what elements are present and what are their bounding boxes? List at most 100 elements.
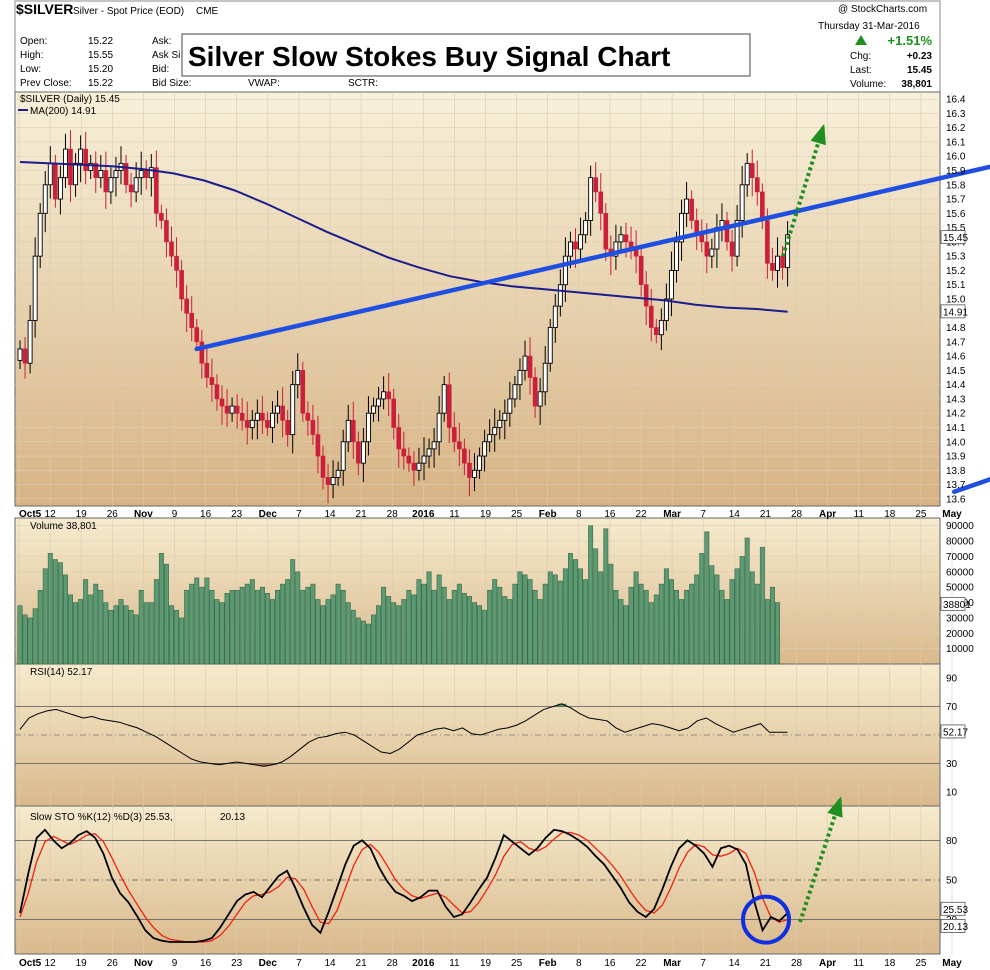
volume-bar	[679, 599, 684, 665]
candle-body-up	[27, 319, 33, 364]
volume-bar	[653, 594, 659, 665]
volume-bar	[229, 589, 235, 665]
candle-body-up	[658, 319, 664, 336]
price-x-tick-label: May	[942, 509, 962, 520]
volume-bar	[275, 589, 281, 665]
price-x-tick-label: 26	[107, 509, 119, 520]
stoch-x-tick-label: 7	[700, 958, 706, 969]
candle-body-down	[315, 434, 321, 457]
volume-bar	[22, 614, 28, 665]
candle-body-down	[199, 341, 205, 364]
price-y-tick-label: 15.9	[946, 166, 966, 177]
prevclose-value: 15.22	[88, 78, 113, 89]
candle-body-down	[603, 213, 609, 250]
candle-body-down	[386, 391, 391, 400]
candle-body-down	[754, 177, 760, 193]
volume-bar	[542, 583, 548, 665]
volume-bar	[507, 599, 513, 665]
volume-bar	[224, 593, 230, 665]
candle-body-down	[350, 420, 356, 443]
watermark: @ StockCharts.com	[838, 4, 927, 15]
price-ma-tag: 14.91	[943, 307, 968, 318]
volume-bar	[603, 528, 609, 665]
stoch-x-tick-label: 25	[915, 958, 927, 969]
volume-bar	[239, 586, 245, 665]
price-y-tick-label: 16.2	[946, 123, 966, 134]
volume-bar	[517, 571, 523, 665]
grid-layer	[15, 92, 953, 954]
volume-bar	[578, 568, 583, 665]
price-y-tick-label: 13.6	[946, 494, 966, 505]
price-y-tick-label: 13.9	[946, 452, 966, 463]
candle-body-up	[522, 355, 528, 371]
candle-body-up	[98, 170, 104, 179]
candle-body-down	[154, 167, 159, 214]
price-y-tick-label: 16.1	[946, 137, 966, 148]
volume-bar	[573, 559, 578, 665]
candle-body-down	[638, 255, 644, 286]
volume-bar	[436, 574, 442, 665]
rsi-overbought-fill	[557, 703, 567, 707]
candle-body-down	[219, 398, 225, 407]
volume-y-tick-label: 80000	[946, 537, 974, 548]
pct-change: +1.51%	[888, 33, 933, 48]
price-y-tick-label: 14.7	[946, 337, 966, 348]
volume-bar	[451, 589, 457, 665]
ask-label: Ask:	[152, 36, 171, 47]
candle-body-down	[724, 220, 730, 243]
candle-body-down	[396, 427, 402, 450]
volume-bar	[350, 609, 356, 665]
rsi-y-tick-label: 70	[946, 702, 958, 713]
price-x-tick-label: 12	[45, 509, 57, 520]
volume-bar	[416, 579, 422, 665]
price-y-tick-label: 14.5	[946, 366, 966, 377]
bidsize-label: Bid Size:	[152, 78, 191, 89]
stoch-x-tick-label: 21	[760, 958, 772, 969]
volume-bar	[663, 568, 669, 665]
volume-bar	[249, 579, 255, 665]
volume-bar	[764, 599, 770, 665]
candle-body-down	[411, 462, 417, 471]
volume-bar	[123, 605, 129, 665]
volume-bar	[568, 553, 573, 665]
stoch-legend-d: 20.13	[220, 812, 245, 823]
header-date: Thursday 31-Mar-2016	[818, 21, 920, 32]
volume-bar	[78, 599, 84, 665]
volume-bar	[27, 617, 33, 665]
candle-body-down	[209, 377, 215, 385]
candle-body-down	[749, 163, 755, 178]
prevclose-label: Prev Close:	[20, 78, 72, 89]
candle-body-down	[462, 448, 467, 464]
volume-bar	[300, 589, 306, 665]
candle-body-down	[285, 420, 290, 435]
volume-bar	[552, 574, 558, 665]
up-triangle-icon	[855, 35, 867, 45]
volume-bar	[244, 583, 250, 665]
upper-trend-line	[194, 164, 990, 352]
rsi-y-tick-label: 90	[946, 674, 958, 685]
stoch-x-tick-label: 16	[604, 958, 616, 969]
volume-bar	[219, 602, 225, 665]
candle-body-up	[568, 241, 573, 257]
rsi-y-tick-label: 10	[946, 787, 958, 798]
price-y-tick-label: 13.8	[946, 466, 966, 477]
price-x-tick-label: 28	[387, 509, 399, 520]
volume-bar	[633, 571, 639, 665]
candle-body-down	[68, 148, 73, 186]
candle-body-up	[613, 241, 619, 257]
volume-bar	[406, 589, 412, 665]
chg-value: +0.23	[907, 51, 933, 62]
rsi-last-tag: 52.17	[943, 727, 968, 738]
price-x-tick-label: 19	[76, 509, 88, 520]
candle-body-down	[770, 263, 775, 271]
volume-bar	[88, 594, 94, 665]
volume-layer	[17, 525, 780, 665]
price-y-tick-label: 15.3	[946, 252, 966, 263]
volume-bar	[502, 596, 508, 665]
volume-bar	[729, 579, 735, 665]
candle-body-up	[371, 405, 376, 414]
candle-body-up	[32, 255, 38, 321]
exchange: CME	[196, 6, 219, 17]
low-label: Low:	[20, 64, 41, 75]
